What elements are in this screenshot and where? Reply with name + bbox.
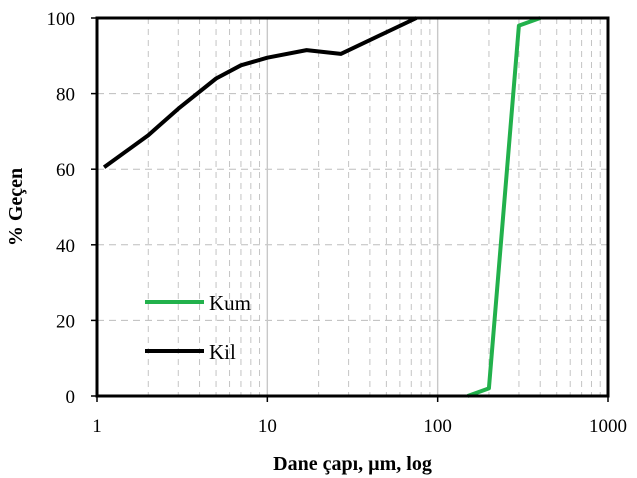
series-line-kum (467, 16, 541, 398)
y-axis-title: % Geçen (5, 168, 27, 246)
x-tick-label: 10 (258, 416, 277, 437)
y-tick-label: 40 (56, 236, 75, 257)
legend: Kum Kil (145, 291, 251, 364)
series-line-kil (102, 16, 418, 169)
grid (97, 18, 608, 396)
legend-label-kum: Kum (209, 291, 251, 315)
y-tick-label: 100 (47, 9, 76, 30)
x-tick-label: 1 (92, 416, 102, 437)
x-tick-label: 100 (423, 416, 452, 437)
x-axis-title: Dane çapı, µm, log (273, 453, 432, 475)
y-tick-label: 20 (56, 311, 75, 332)
series-layer (102, 16, 541, 398)
plot-frame (95, 16, 610, 398)
y-tick-label: 0 (66, 387, 76, 408)
y-tick-label: 60 (56, 160, 75, 181)
legend-label-kil: Kil (209, 340, 236, 364)
y-tick-label: 80 (56, 85, 75, 106)
ticks: 1 10 100 1000 0 20 40 60 80 100 (47, 9, 628, 437)
x-tick-label: 1000 (589, 416, 627, 437)
